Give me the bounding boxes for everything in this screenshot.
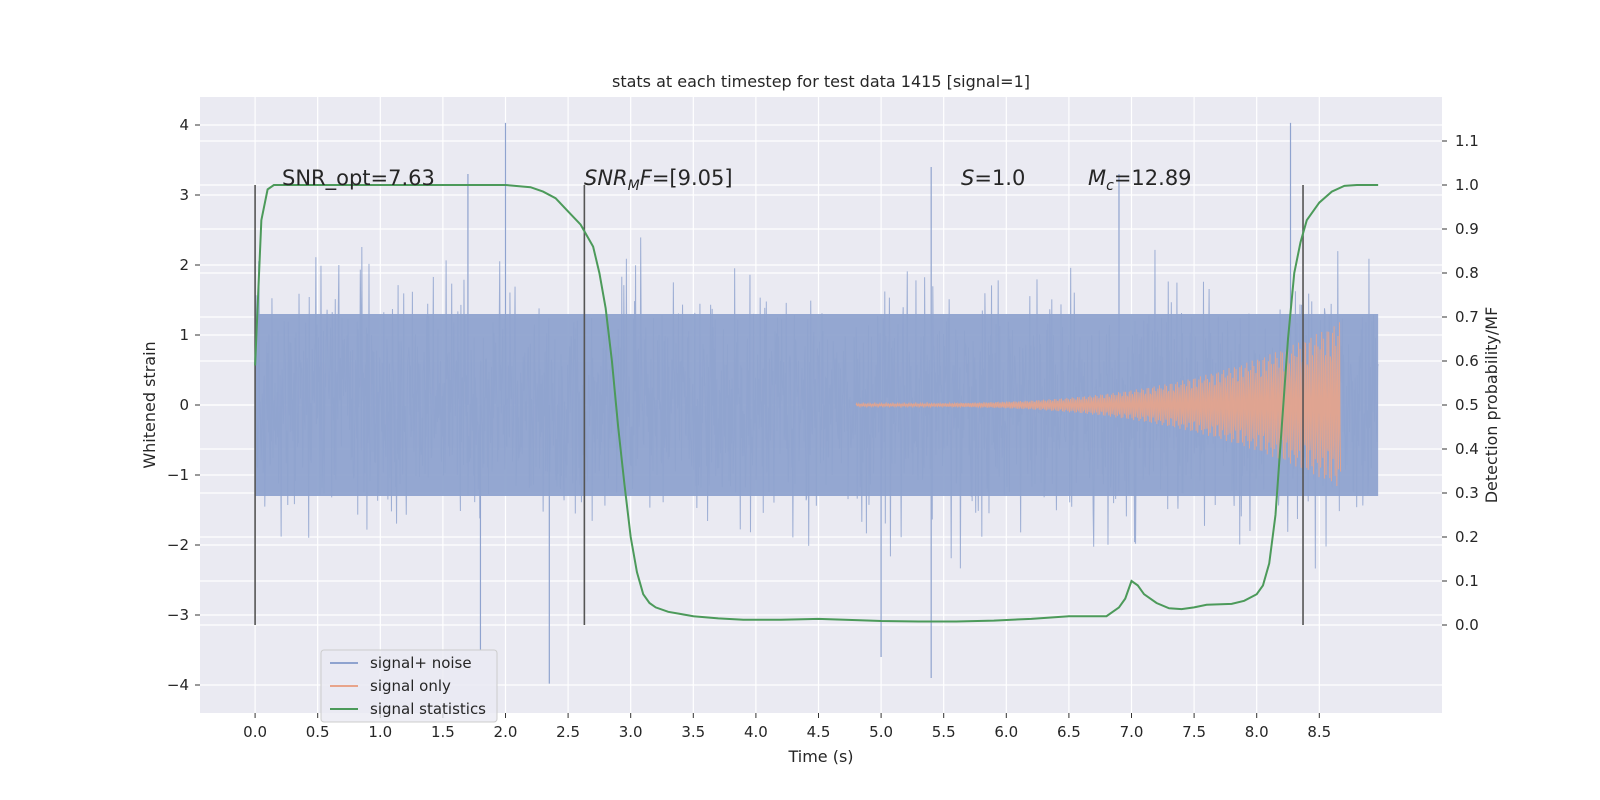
y-right-tick-label: 1.1 <box>1455 132 1479 150</box>
y-left-tick-label: 3 <box>179 186 189 204</box>
x-tick-label: 6.5 <box>1057 723 1081 741</box>
annotation-snr-opt: SNR_opt=7.63 <box>282 166 435 191</box>
x-tick-label: 3.0 <box>619 723 643 741</box>
x-tick-label: 4.5 <box>807 723 831 741</box>
y-left-tick-label: −2 <box>167 536 189 554</box>
y-left-tick-label: −1 <box>167 466 189 484</box>
y-right-tick-label: 0.2 <box>1455 528 1479 546</box>
y-right-tick-label: 0.0 <box>1455 616 1479 634</box>
legend-box <box>320 649 498 723</box>
y-axis-label-left: Whitened strain <box>140 341 159 468</box>
x-tick-label: 7.0 <box>1120 723 1144 741</box>
annotation-snr-mf: SNRMF=[9.05] <box>584 166 733 194</box>
signal-only-line <box>855 322 1342 486</box>
x-tick-label: 3.5 <box>681 723 705 741</box>
y-axis-label-right: Detection probability/MF <box>1482 307 1501 504</box>
legend-label-signal-statistics: signal statistics <box>370 700 486 718</box>
annotation-mc: Mc=12.89 <box>1088 166 1192 194</box>
y-left-tick-label: −3 <box>167 606 189 624</box>
signal-statistics-line <box>254 184 1379 623</box>
x-tick-label: 0.0 <box>243 723 267 741</box>
y-left-tick-label: 2 <box>179 256 189 274</box>
axes: 0.0 0.5 1.0 1.5 2.0 2.5 3.0 3.5 4.0 4.5 5.0 5.5 6.0 6… <box>167 116 1479 741</box>
x-tick-label: 1.5 <box>431 723 455 741</box>
y-right-tick-label: 0.1 <box>1455 572 1479 590</box>
y-right-tick-label: 0.7 <box>1455 308 1479 326</box>
series-signal-statistics <box>254 184 1379 623</box>
annotation-mc-subscript: c <box>1106 178 1114 194</box>
y-right-tick-label: 0.4 <box>1455 440 1479 458</box>
y-right-tick-label: 0.6 <box>1455 352 1479 370</box>
y-left-tick-label: 4 <box>179 116 189 134</box>
x-tick-label: 5.5 <box>932 723 956 741</box>
x-tick-label: 8.0 <box>1245 723 1269 741</box>
y-left-tick-label: −4 <box>167 676 189 694</box>
x-tick-label: 2.0 <box>494 723 518 741</box>
y-right-tick-label: 0.9 <box>1455 220 1479 238</box>
legend-label-signal-only: signal only <box>370 677 451 695</box>
chart-title: stats at each timestep for test data 141… <box>612 72 1030 91</box>
y-right-tick-label: 0.3 <box>1455 484 1479 502</box>
annotation-s-value: =1.0 <box>974 166 1025 190</box>
x-tick-label: 5.0 <box>869 723 893 741</box>
y-right-tick-label: 0.8 <box>1455 264 1479 282</box>
y-right-tick-label: 0.5 <box>1455 396 1479 414</box>
legend: signal+ noise signal only signal statist… <box>320 649 498 723</box>
annotation-snr-mf-tail: F= <box>640 166 670 190</box>
x-tick-label: 6.0 <box>994 723 1018 741</box>
annotation-mc-symbol: M <box>1088 166 1106 190</box>
x-tick-label: 8.5 <box>1307 723 1331 741</box>
x-tick-label: 1.0 <box>368 723 392 741</box>
x-tick-label: 0.5 <box>306 723 330 741</box>
y-left-tick-label: 0 <box>179 396 189 414</box>
vertical-markers <box>254 185 1304 625</box>
annotation-mc-value: =12.89 <box>1114 166 1192 190</box>
x-tick-label: 4.0 <box>744 723 768 741</box>
annotation-snr-mf-symbol: SNR <box>584 166 628 190</box>
legend-label-signal-noise: signal+ noise <box>370 654 472 672</box>
annotation-snr-mf-subscript: M <box>628 178 640 194</box>
annotation-s: S=1.0 <box>961 166 1025 190</box>
y-right-tick-label: 1.0 <box>1455 176 1479 194</box>
annotation-snr-mf-value: [9.05] <box>669 166 732 190</box>
x-tick-label: 2.5 <box>556 723 580 741</box>
y-left-tick-label: 1 <box>179 326 189 344</box>
series-signal-only <box>855 322 1342 486</box>
x-tick-label: 7.5 <box>1182 723 1206 741</box>
annotation-s-symbol: S <box>961 166 974 190</box>
x-axis-label: Time (s) <box>787 747 853 766</box>
